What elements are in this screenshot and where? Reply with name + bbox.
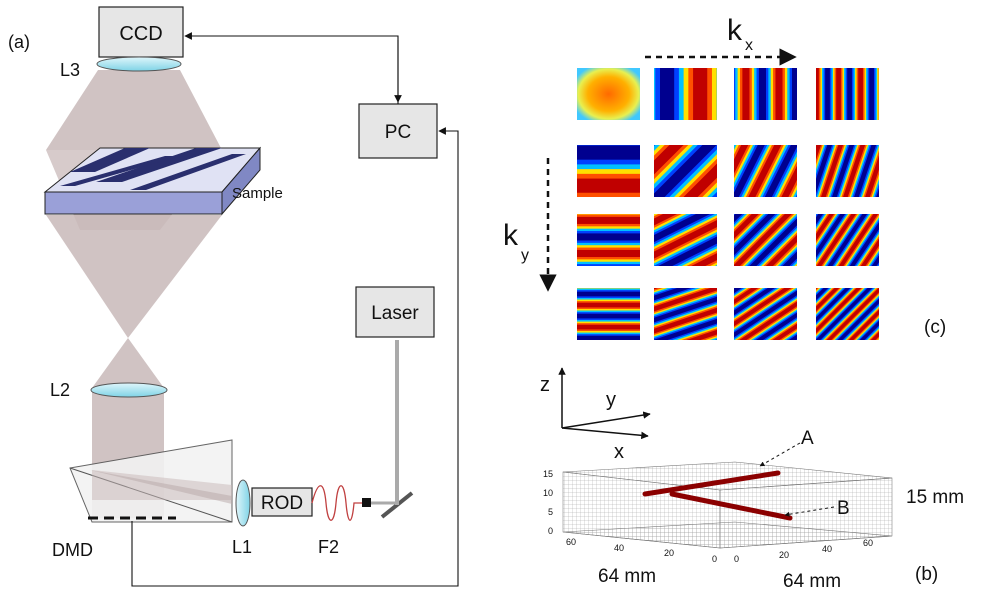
volume-grid — [562, 461, 893, 549]
panel-b-label: (b) — [915, 564, 938, 585]
pattern-cell — [577, 145, 640, 197]
axis-z-label: z — [540, 374, 550, 396]
pattern-cell — [734, 288, 797, 340]
lens-l1 — [235, 479, 251, 527]
left-tick: 60 — [566, 537, 576, 547]
axis-y-label: y — [606, 389, 616, 411]
right-tick: 60 — [863, 538, 873, 548]
marker-b-arrow — [784, 506, 835, 517]
ccd-box — [98, 6, 184, 58]
z-tick: 10 — [543, 488, 553, 498]
kx-sub: x — [745, 37, 753, 54]
lens-l2 — [90, 382, 168, 398]
l3-label: L3 — [60, 60, 80, 80]
l2-label: L2 — [50, 380, 70, 400]
light-cone-top — [46, 70, 222, 150]
axis-x-label: x — [614, 441, 624, 463]
dim-x-label: 64 mm — [598, 566, 656, 587]
z-tick: 0 — [548, 526, 553, 536]
fiber-coupler — [362, 498, 371, 507]
rod-b — [669, 491, 793, 521]
pattern-cell — [816, 288, 879, 340]
pc-box — [358, 103, 438, 159]
marker-b: B — [837, 498, 850, 519]
panel-a-label: (a) — [8, 32, 30, 52]
light-cone-lower — [46, 215, 222, 338]
sample-label: Sample — [232, 185, 283, 202]
sample-slab — [43, 146, 262, 216]
rod-label: ROD — [261, 493, 303, 514]
panel-c-label: (c) — [924, 317, 946, 338]
f2-label: F2 — [318, 537, 339, 557]
left-ticks: 60 40 20 0 — [566, 537, 717, 564]
laser-label: Laser — [371, 303, 419, 324]
pattern-cell — [734, 214, 797, 266]
left-tick: 20 — [664, 548, 674, 558]
fiber-f2 — [311, 485, 362, 521]
marker-a-arrow — [759, 442, 801, 467]
left-tick: 40 — [614, 543, 624, 553]
dmd-prism — [69, 439, 233, 523]
axis-triad: z y x — [540, 367, 651, 463]
dim-y-label: 64 mm — [783, 571, 841, 592]
pattern-cell — [816, 145, 879, 197]
pattern-cell — [654, 214, 717, 266]
kx-axis: k x — [645, 14, 797, 66]
pattern-cell — [654, 288, 717, 340]
rod-box — [251, 487, 313, 517]
ccd-pc-link — [184, 32, 399, 104]
pattern-cell — [734, 145, 797, 197]
z-ticks: 15 10 5 0 — [543, 469, 553, 536]
pattern-cell — [577, 214, 640, 266]
kx-label: k — [727, 14, 743, 47]
right-tick: 20 — [779, 550, 789, 560]
setup-diagram: CCD L3 (a) Sample L2 — [8, 6, 459, 587]
pattern-cell — [654, 68, 717, 120]
dmd-pc-link — [131, 127, 459, 587]
marker-a: A — [801, 428, 814, 449]
pattern-grid — [577, 68, 879, 340]
left-tick: 0 — [712, 554, 717, 564]
right-ticks: 0 20 40 60 — [734, 538, 873, 564]
ky-sub: y — [521, 247, 529, 264]
volume-plot: z y x A B 15 10 5 0 60 40 20 — [540, 367, 964, 592]
lens-l3 — [96, 56, 182, 72]
pattern-cell — [577, 288, 640, 340]
dim-z-label: 15 mm — [906, 487, 964, 508]
ccd-label: CCD — [119, 23, 162, 45]
right-tick: 0 — [734, 554, 739, 564]
pattern-cell — [734, 68, 797, 120]
pattern-cell — [816, 68, 879, 120]
ky-axis: k y — [503, 158, 557, 292]
l1-label: L1 — [232, 537, 252, 557]
pattern-cell — [816, 214, 879, 266]
pc-label: PC — [385, 122, 411, 143]
pattern-cell — [654, 145, 717, 197]
ky-label: k — [503, 219, 519, 252]
light-cone-focus — [92, 338, 164, 388]
laser-box — [355, 286, 435, 338]
z-tick: 15 — [543, 469, 553, 479]
rod-a — [642, 470, 781, 497]
dmd-label: DMD — [52, 540, 93, 560]
right-tick: 40 — [822, 544, 832, 554]
pattern-cell — [577, 68, 640, 120]
z-tick: 5 — [548, 507, 553, 517]
